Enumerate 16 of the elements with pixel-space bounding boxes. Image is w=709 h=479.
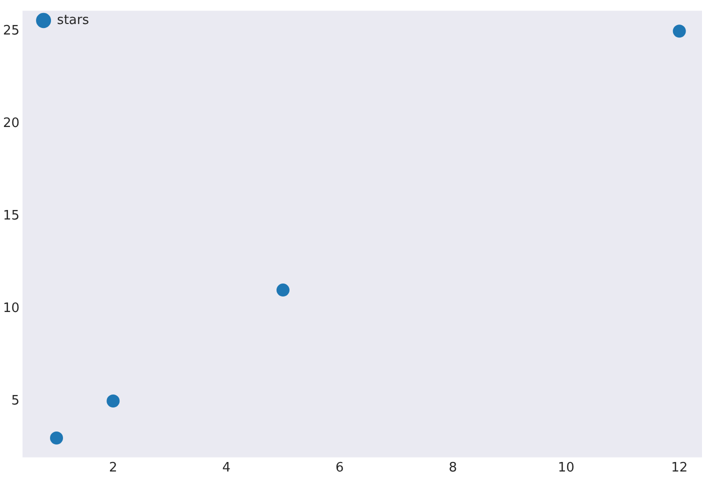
y-tick-label: 10 <box>2 300 20 316</box>
x-tick-label: 6 <box>335 460 344 476</box>
x-tick-label: 8 <box>448 460 458 476</box>
y-tick-label: 20 <box>2 116 20 131</box>
y-tick-label: 15 <box>2 208 20 224</box>
x-tick-label: 4 <box>222 460 231 476</box>
x-tick-label: 2 <box>108 460 118 476</box>
point <box>50 431 64 444</box>
x-tick-label: 12 <box>671 460 688 476</box>
point <box>106 394 120 408</box>
point <box>672 24 686 38</box>
y-tick-label: 25 <box>2 24 20 39</box>
x-tick-label: 10 <box>558 460 574 476</box>
y-tick-label: 5 <box>11 393 20 408</box>
point <box>276 284 290 297</box>
legend-label: stars <box>57 12 90 28</box>
